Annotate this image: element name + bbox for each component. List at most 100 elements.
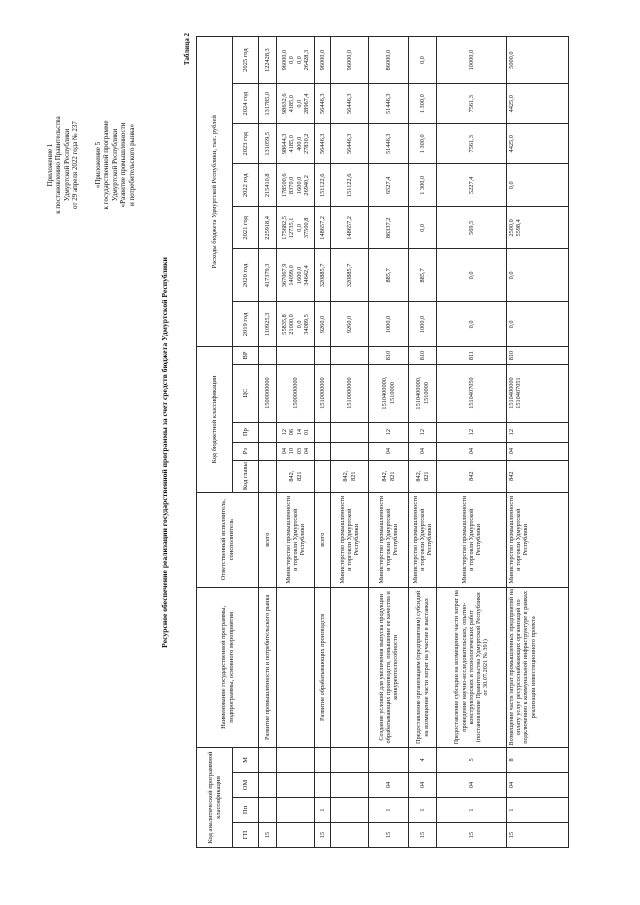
table-row: Министерство промышленности и торговли У…	[276, 36, 315, 848]
cell-2021: 148657,2	[330, 206, 369, 249]
cell-cs: 1500000000	[276, 364, 315, 423]
cell-2024: 7561,3	[436, 83, 507, 124]
cell-2024: 51446,3	[368, 83, 409, 124]
header-glava: Код главы	[232, 460, 259, 493]
header-cs: ЦС	[232, 364, 259, 423]
header-year-2024: 2024 год	[232, 83, 259, 124]
table-caption: Таблица 2	[183, 33, 191, 66]
cell-rz	[330, 442, 369, 461]
cell-glava	[314, 460, 331, 493]
appendix-line: от 29 апреля 2022 года № 237	[71, 121, 80, 209]
cell-2021: 569,5	[436, 206, 507, 249]
cell-2021: 175682,5 12735,1 0,0 37500,8	[276, 206, 315, 249]
cell-vr	[314, 346, 331, 365]
cell-pr: 12 06 14 01	[276, 422, 315, 443]
header-m: М	[232, 747, 259, 773]
cell-gp	[330, 822, 369, 848]
cell-pr: 12	[408, 422, 437, 443]
cell-om	[330, 772, 369, 798]
cell-2022: 1 300,0	[408, 163, 437, 207]
cell-name: Возмещение части затрат промышленных пре…	[506, 587, 569, 748]
cell-pp	[258, 797, 277, 823]
cell-cs: 1510400000, 1510000	[408, 364, 437, 423]
cell-executor: Министерство промышленности и торговли У…	[436, 492, 507, 588]
cell-pp: 1	[368, 797, 409, 823]
header-analytic-code: Код аналитической программной классифика…	[196, 747, 233, 848]
table-row: 15 1 04 8 Возмещение части затрат промыш…	[506, 36, 569, 848]
cell-cs: 1510407050	[436, 364, 507, 423]
cell-name	[330, 587, 369, 748]
cell-vr: 810	[368, 346, 409, 365]
cell-cs: 1500000000	[258, 364, 277, 423]
cell-executor: всего	[314, 492, 331, 588]
cell-rz: 04 10 03 04	[276, 442, 315, 461]
cell-2025: 96000,0	[330, 36, 369, 84]
cell-rz: 04	[368, 442, 409, 461]
document-title: Ресурсное обеспечение реализации государ…	[160, 257, 169, 648]
cell-rz	[258, 442, 277, 461]
appendix-block-1: Приложение 1 к постановлению Правительст…	[46, 100, 80, 230]
table-row: 15 1 Развитие обрабатывающих производств…	[314, 36, 331, 848]
cell-2024: 56446,3	[330, 83, 369, 124]
header-year-2025: 2025 год	[232, 36, 259, 84]
cell-rz: 04	[436, 442, 507, 461]
cell-cs: 1510000000	[314, 364, 331, 423]
cell-2025: 122428,3	[258, 36, 277, 84]
table-row: 15 1 04 Создание условий для увеличения …	[368, 36, 409, 848]
cell-om: 04	[506, 772, 569, 798]
cell-2023: 51446,3	[368, 123, 409, 164]
cell-pr: 12	[506, 422, 569, 443]
cell-rz	[314, 442, 331, 461]
cell-m: 5	[436, 747, 507, 773]
cell-pp: 1	[408, 797, 437, 823]
cell-cs: 1510400000 1510407051	[506, 364, 569, 423]
cell-name: Развитие промышленности и потребительско…	[258, 587, 277, 748]
cell-vr	[330, 346, 369, 365]
cell-glava: 842, 821	[330, 460, 369, 493]
cell-2019: 1000,0	[368, 301, 409, 347]
cell-m	[276, 747, 315, 773]
cell-om	[314, 772, 331, 798]
table-row: 15 Развитие промышленности и потребитель…	[258, 36, 277, 848]
cell-2022: 178500,6 8370,0 1600,0 26940,2	[276, 163, 315, 207]
cell-2020: 417379,3	[258, 248, 277, 302]
cell-name: Развитие обрабатывающих производств	[314, 587, 331, 748]
cell-m	[368, 747, 409, 773]
cell-2020: 0,0	[436, 248, 507, 302]
cell-m	[314, 747, 331, 773]
cell-glava: 842, 821	[276, 460, 315, 493]
cell-2020: 0,0	[506, 248, 569, 302]
cell-2023: 56446,3	[330, 123, 369, 164]
cell-m	[258, 747, 277, 773]
header-gp: ГП	[232, 822, 259, 848]
cell-om: 04	[408, 772, 437, 798]
cell-rz: 04	[408, 442, 437, 461]
cell-vr: 811	[436, 346, 507, 365]
cell-name: Предоставление субсидии на возмещение ча…	[436, 587, 507, 748]
cell-2022: 6527,4	[368, 163, 409, 207]
cell-2019: 0,0	[436, 301, 507, 347]
cell-2022: 151122,6	[330, 163, 369, 207]
cell-m: 8	[506, 747, 569, 773]
cell-2025: 5000,0	[506, 36, 569, 84]
cell-2025: 0,0	[408, 36, 437, 84]
cell-pr	[330, 422, 369, 443]
appendix-line: Удмуртской Республики	[62, 128, 71, 202]
cell-pp: 1	[506, 797, 569, 823]
cell-vr	[258, 346, 277, 365]
header-year-2021: 2021 год	[232, 206, 259, 249]
cell-2020: 885,7	[408, 248, 437, 302]
cell-2024: 1 300,0	[408, 83, 437, 124]
cell-2025: 10000,0	[436, 36, 507, 84]
cell-2022: 0,0	[506, 163, 569, 207]
cell-vr: 810	[408, 346, 437, 365]
cell-gp: 15	[408, 822, 437, 848]
cell-2022: 215410,8	[258, 163, 277, 207]
cell-2021: 148657,2	[314, 206, 331, 249]
cell-om: 04	[368, 772, 409, 798]
header-year-2019: 2019 год	[232, 301, 259, 347]
budget-table: Код аналитической программной классифика…	[196, 36, 569, 848]
cell-2025: 96000,0	[314, 36, 331, 84]
header-pr: Пр	[232, 422, 259, 443]
